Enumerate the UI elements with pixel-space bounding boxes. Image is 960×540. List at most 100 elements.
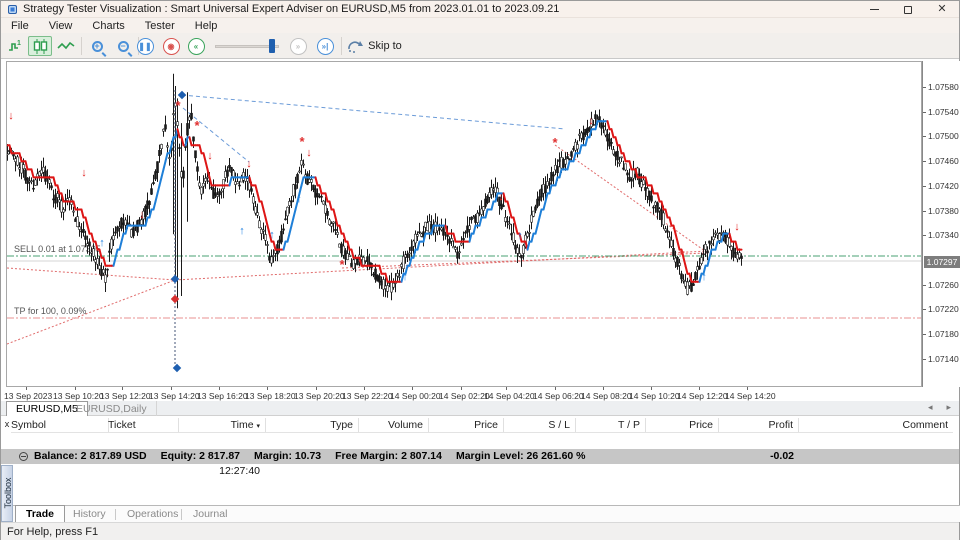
column-header-time[interactable]: Time ▾: [230, 419, 260, 431]
tab-history[interactable]: History: [73, 507, 106, 520]
column-separator: [108, 418, 109, 432]
menu-view[interactable]: View: [48, 19, 73, 32]
price-tick: [923, 285, 926, 286]
price-axis-label: 1.07140: [928, 354, 959, 364]
column-header-comment[interactable]: Comment: [902, 419, 948, 431]
column-separator: [718, 418, 719, 432]
skip-to-end-button[interactable]: »|: [314, 33, 336, 59]
price-axis-label: 1.07340: [928, 230, 959, 240]
table-header-row[interactable]: Symbol Ticket Time ▾ Type Volume Price S / L T …: [11, 417, 953, 433]
speed-slider-handle[interactable]: [269, 39, 275, 53]
time-axis-label: 13 Sep 2023: [4, 391, 53, 401]
time-axis-label: 14 Sep 14:20: [725, 391, 776, 401]
buy-arrow-icon: ↑: [402, 271, 408, 283]
column-header-profit[interactable]: Profit: [768, 419, 793, 431]
column-header-s-l[interactable]: S / L: [548, 419, 570, 431]
red-dotted-trendline: [6, 279, 176, 345]
column-separator: [358, 418, 359, 432]
buy-arrow-icon: ↑: [269, 229, 275, 241]
price-axis-label: 1.07220: [928, 304, 959, 314]
tab-eurusd-daily[interactable]: EURUSD,Daily: [67, 401, 157, 416]
sort-caret-icon: ▾: [256, 423, 260, 430]
menu-help[interactable]: Help: [194, 19, 218, 32]
tick-chart-icon: 1: [9, 40, 21, 51]
toolbox-vertical-tab[interactable]: Toolbox: [1, 465, 13, 522]
tab-eurusd-m5[interactable]: EURUSD,M5: [6, 401, 88, 416]
sell-arrow-icon: ↓: [81, 167, 87, 179]
tp-level-label: TP for 100, 0.09%: [14, 306, 86, 316]
time-tick: [747, 387, 748, 390]
pause-icon: ❚❚: [136, 37, 154, 55]
price-tick: [923, 359, 926, 360]
chart-plot[interactable]: SELL 0.01 at 1.07305 TP for 100, 0.09% ↓ ↓ ↓…: [6, 61, 922, 387]
time-tick: [122, 387, 123, 390]
balance-row[interactable]: Balance: 2 817.89 USD Equity: 2 817.87 Mar…: [1, 449, 959, 464]
toolbox-close-button[interactable]: x: [4, 419, 10, 429]
time-tick: [699, 387, 700, 390]
skip-to-button[interactable]: [345, 33, 365, 59]
price-axis-label: 1.07500: [928, 131, 959, 141]
price-axis: 1.07580 1.07540 1.07500 1.07460 1.07420 1.073…: [922, 61, 960, 387]
close-button[interactable]: ✕: [925, 1, 959, 18]
blue-dashed-trendline: [182, 107, 250, 163]
column-header-volume[interactable]: Volume: [387, 419, 423, 431]
tab-scroll-left-icon[interactable]: ◂: [927, 402, 933, 412]
blue-diamond-marker: [170, 274, 180, 284]
skip-to-label: Skip to: [368, 40, 402, 52]
time-tick: [171, 387, 172, 390]
time-axis-label: 14 Sep 04:20: [484, 391, 535, 401]
time-tick: [412, 387, 413, 390]
status-bar: For Help, press F1: [1, 522, 959, 540]
toolbar-separator: [81, 37, 82, 55]
price-tick: [923, 211, 926, 212]
sell-arrow-icon: ↓: [8, 110, 14, 122]
rewind-button[interactable]: «: [182, 33, 210, 59]
menu-charts[interactable]: Charts: [92, 19, 125, 32]
time-tick: [651, 387, 652, 390]
red-dotted-trendline: [6, 267, 176, 281]
tick-chart-button[interactable]: 1: [5, 33, 25, 59]
candlestick-chart: SELL 0.01 at 1.07305 TP for 100, 0.09% ↓ ↓ ↓…: [6, 73, 921, 373]
rewind-icon: «: [187, 37, 205, 55]
signal-asterisk-icon: *: [175, 98, 181, 113]
skip-jump-icon: [347, 41, 363, 53]
tab-scroll-right-icon[interactable]: ▸: [946, 402, 951, 412]
menu-bar: File View Charts Tester Help: [1, 18, 959, 33]
signal-asterisk-icon: *: [194, 118, 200, 133]
price-tick: [923, 309, 926, 310]
time-tick: [555, 387, 556, 390]
column-header-price[interactable]: Price: [474, 419, 498, 431]
sell-arrow-icon: ↓: [139, 209, 145, 221]
column-header-symbol[interactable]: Symbol: [11, 419, 47, 431]
zoom-in-button[interactable]: +: [87, 33, 107, 59]
pause-button[interactable]: ❚❚: [131, 33, 159, 59]
status-text: For Help, press F1: [7, 525, 99, 538]
balance-part: Free Margin: 2 807.14: [335, 450, 442, 462]
column-header-type[interactable]: Type: [330, 419, 353, 431]
tab-operations[interactable]: Operations: [127, 507, 179, 520]
tab-trade[interactable]: Trade: [15, 505, 66, 522]
speed-slider[interactable]: [215, 45, 279, 48]
time-axis-label: 14 Sep 12:20: [677, 391, 728, 401]
tab-separator: [115, 509, 116, 520]
time-tick: [364, 387, 365, 390]
column-header-t-p[interactable]: T / P: [618, 419, 640, 431]
line-chart-button[interactable]: [56, 33, 76, 59]
tab-separator: [181, 509, 182, 520]
stop-button[interactable]: ◉: [157, 33, 185, 59]
time-axis-label: 14 Sep 00:20: [390, 391, 441, 401]
tab-journal[interactable]: Journal: [193, 507, 228, 520]
column-header-ticket[interactable]: Ticket: [108, 419, 136, 431]
maximize-button[interactable]: [891, 1, 925, 18]
price-tick: [923, 334, 926, 335]
zoom-out-button[interactable]: −: [113, 33, 133, 59]
candle-chart-icon: [33, 38, 48, 54]
red-dotted-trendline: [174, 250, 708, 281]
column-header-price[interactable]: Price: [689, 419, 713, 431]
minimize-button[interactable]: [857, 1, 891, 18]
zoom-in-icon: +: [91, 40, 103, 52]
menu-tester[interactable]: Tester: [144, 19, 175, 32]
menu-file[interactable]: File: [11, 19, 29, 32]
candle-chart-button[interactable]: [28, 36, 52, 56]
